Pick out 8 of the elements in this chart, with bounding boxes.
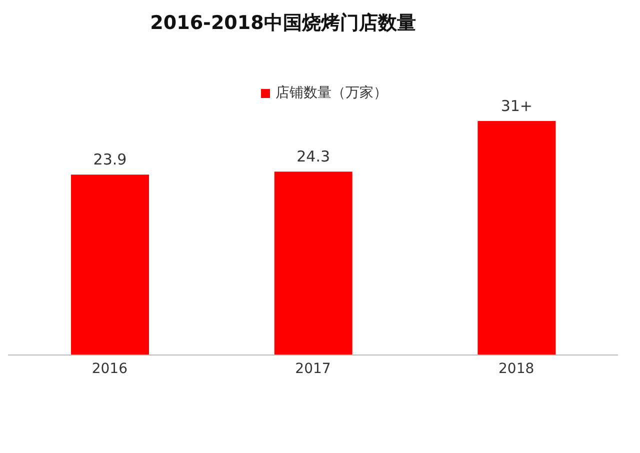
legend-label: 店铺数量（万家） — [274, 84, 388, 102]
x-tick-label: 2017 — [295, 360, 331, 377]
data-label: 31+ — [500, 97, 532, 115]
x-tick-label: 2016 — [92, 360, 128, 377]
x-tick-label: 2018 — [498, 360, 534, 377]
chart-title: 2016-2018中国烧烤门店数量 — [149, 11, 417, 36]
data-label: 24.3 — [296, 148, 330, 166]
data-label: 23.9 — [93, 150, 127, 169]
